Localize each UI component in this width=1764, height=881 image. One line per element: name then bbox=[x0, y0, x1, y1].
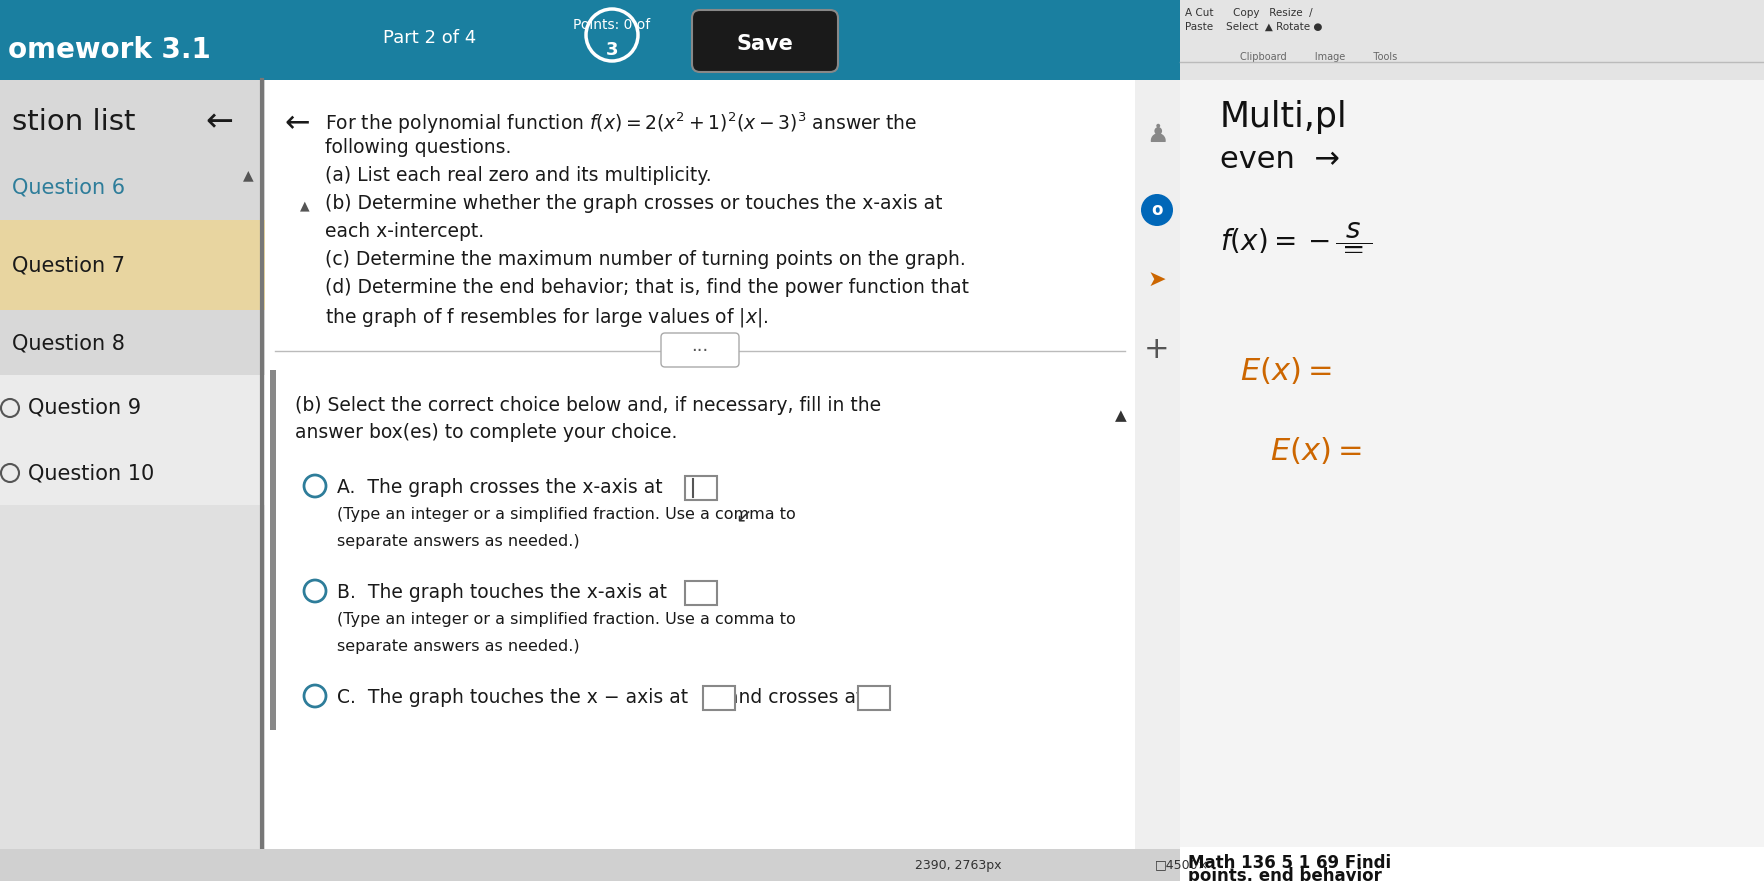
Bar bbox=[684, 581, 716, 605]
Bar bbox=[0, 0, 1764, 80]
Text: Question 10: Question 10 bbox=[28, 463, 153, 483]
Circle shape bbox=[1140, 194, 1173, 226]
Text: points, end behavior: points, end behavior bbox=[1187, 867, 1381, 881]
Text: answer box(es) to complete your choice.: answer box(es) to complete your choice. bbox=[295, 423, 677, 442]
Bar bbox=[270, 370, 275, 730]
Bar bbox=[1180, 0, 1764, 881]
Text: and crosses at: and crosses at bbox=[727, 688, 863, 707]
Text: Part 2 of 4: Part 2 of 4 bbox=[383, 29, 476, 47]
Text: Save: Save bbox=[736, 34, 794, 54]
Bar bbox=[702, 686, 734, 710]
Text: $f(x) = -\dfrac{s}{=}$: $f(x) = -\dfrac{s}{=}$ bbox=[1219, 220, 1371, 252]
Text: ▲: ▲ bbox=[1115, 409, 1125, 424]
Text: ♟: ♟ bbox=[1145, 123, 1168, 147]
Text: $E(x) =$: $E(x) =$ bbox=[1270, 435, 1360, 466]
Text: omework 3.1: omework 3.1 bbox=[9, 36, 210, 64]
Text: the graph of f resembles for large values of $|x|$.: the graph of f resembles for large value… bbox=[325, 306, 767, 329]
Text: each x-intercept.: each x-intercept. bbox=[325, 222, 483, 241]
Text: ▲: ▲ bbox=[300, 199, 309, 212]
Bar bbox=[684, 476, 716, 500]
Text: 3: 3 bbox=[605, 41, 617, 59]
Text: Question 7: Question 7 bbox=[12, 255, 125, 275]
Text: stion list: stion list bbox=[12, 108, 136, 136]
Text: For the polynomial function $f(x)=2\left(x^{2}+1\right)^{2}(x-3)^{3}$ answer the: For the polynomial function $f(x)=2\left… bbox=[325, 110, 917, 136]
Text: separate answers as needed.): separate answers as needed.) bbox=[337, 639, 579, 654]
Text: following questions.: following questions. bbox=[325, 138, 512, 157]
Text: B.  The graph touches the x-axis at: B. The graph touches the x-axis at bbox=[337, 583, 667, 602]
Text: A Cut      Copy   Resize  /: A Cut Copy Resize / bbox=[1184, 8, 1312, 18]
Text: ←: ← bbox=[205, 106, 233, 138]
Bar bbox=[0, 80, 265, 155]
Text: C.  The graph touches the x − axis at: C. The graph touches the x − axis at bbox=[337, 688, 688, 707]
Text: ···: ··· bbox=[691, 342, 707, 360]
Text: A.  The graph crosses the x-axis at: A. The graph crosses the x-axis at bbox=[337, 478, 662, 497]
Text: ↙: ↙ bbox=[734, 507, 751, 525]
Text: separate answers as needed.): separate answers as needed.) bbox=[337, 534, 579, 549]
Bar bbox=[0, 375, 265, 440]
Text: Points: 0 of: Points: 0 of bbox=[573, 18, 651, 32]
Bar bbox=[0, 310, 265, 375]
Text: (Type an integer or a simplified fraction. Use a comma to: (Type an integer or a simplified fractio… bbox=[337, 612, 796, 627]
Bar bbox=[857, 686, 889, 710]
Text: +: + bbox=[1143, 336, 1170, 365]
Text: Question 8: Question 8 bbox=[12, 333, 125, 353]
Text: $E(x) =$: $E(x) =$ bbox=[1240, 355, 1330, 386]
Bar bbox=[0, 220, 265, 310]
Text: (Type an integer or a simplified fraction. Use a comma to: (Type an integer or a simplified fractio… bbox=[337, 507, 796, 522]
Bar bbox=[0, 80, 265, 881]
Text: (c) Determine the maximum number of turning points on the graph.: (c) Determine the maximum number of turn… bbox=[325, 250, 965, 269]
Text: ➤: ➤ bbox=[1147, 270, 1166, 290]
Text: 2390, 2763px: 2390, 2763px bbox=[914, 858, 1000, 871]
Text: o: o bbox=[1150, 201, 1162, 219]
Text: ▲: ▲ bbox=[243, 168, 254, 182]
FancyBboxPatch shape bbox=[662, 333, 739, 367]
Text: Clipboard         Image         Tools: Clipboard Image Tools bbox=[1240, 52, 1397, 62]
Text: (b) Determine whether the graph crosses or touches the x-axis at: (b) Determine whether the graph crosses … bbox=[325, 194, 942, 213]
Bar bbox=[0, 155, 265, 220]
Bar bbox=[0, 440, 265, 505]
Text: □4500×: □4500× bbox=[1154, 858, 1208, 871]
Text: ←: ← bbox=[284, 109, 310, 138]
Text: even  →: even → bbox=[1219, 145, 1339, 174]
Text: Question 9: Question 9 bbox=[28, 398, 141, 418]
Bar bbox=[0, 849, 1764, 881]
Text: Multi,pl: Multi,pl bbox=[1219, 100, 1348, 134]
Text: Question 6: Question 6 bbox=[12, 178, 125, 198]
Bar bbox=[265, 80, 1134, 881]
Text: (d) Determine the end behavior; that is, find the power function that: (d) Determine the end behavior; that is,… bbox=[325, 278, 968, 297]
Text: Math 136 5 1 69 Findi: Math 136 5 1 69 Findi bbox=[1187, 854, 1390, 872]
Bar bbox=[1180, 0, 1764, 80]
Bar bbox=[1180, 847, 1764, 881]
Text: Paste    Select  ▲ Rotate ●: Paste Select ▲ Rotate ● bbox=[1184, 22, 1321, 32]
Bar bbox=[1134, 80, 1180, 881]
FancyBboxPatch shape bbox=[691, 10, 838, 72]
Text: (b) Select the correct choice below and, if necessary, fill in the: (b) Select the correct choice below and,… bbox=[295, 396, 880, 415]
Text: (a) List each real zero and its multiplicity.: (a) List each real zero and its multipli… bbox=[325, 166, 711, 185]
